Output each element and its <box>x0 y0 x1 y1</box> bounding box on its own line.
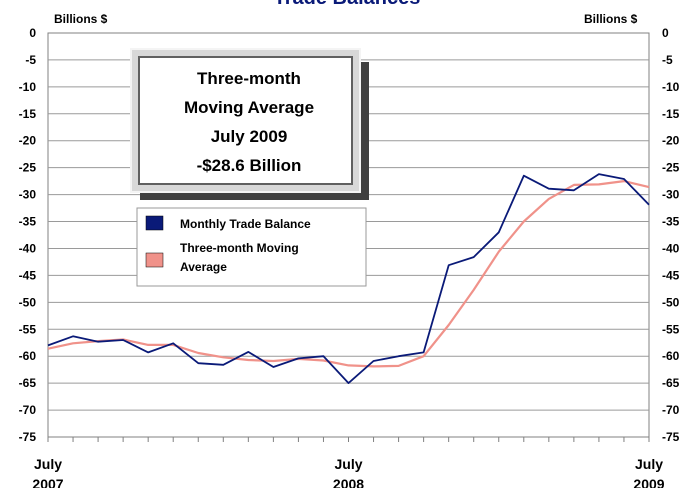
y-tick-label-left: -45 <box>19 268 37 282</box>
y-tick-label-right: -50 <box>662 295 680 309</box>
callout-line-1: Three-month <box>197 69 301 88</box>
series-line-three-month-moving-average <box>47 180 650 368</box>
y-tick-label-left: -40 <box>19 241 37 255</box>
x-axis-labels: July 2007 July 2008 July 2009 <box>32 456 664 488</box>
callout-line-4: -$28.6 Billion <box>197 156 302 175</box>
y-tick-label-left: -20 <box>19 134 37 148</box>
y-tick-label-right: -25 <box>662 161 680 175</box>
y-tick-label-left: -5 <box>25 53 36 67</box>
y-tick-label-right: -30 <box>662 188 680 202</box>
series-line-monthly-trade-balance <box>47 173 650 385</box>
legend: Monthly Trade Balance Three-month Moving… <box>136 207 367 287</box>
y-tick-label-left: -55 <box>19 322 37 336</box>
callout-line-3: July 2009 <box>211 127 288 146</box>
right-axis-unit-label: Billions $ <box>584 12 638 26</box>
y-tick-label-right: 0 <box>662 26 669 40</box>
left-axis-ticks: 0 -5 -10 -15 -20 -25 -30 -35 -40 -45 -50 -55 -60 -65 -… <box>19 26 37 444</box>
legend-swatch-moving-average <box>145 252 164 268</box>
legend-swatch-monthly <box>145 215 164 231</box>
x-tick-label-year: 2007 <box>32 476 63 488</box>
right-axis-ticks: 0 -5 -10 -15 -20 -25 -30 -35 -40 -45 -50 -55 -60 -65 -… <box>662 26 680 444</box>
x-axis-ticks <box>47 437 650 442</box>
y-tick-label-left: -65 <box>19 376 37 390</box>
y-tick-label-right: -40 <box>662 241 680 255</box>
y-tick-label-left: 0 <box>29 26 36 40</box>
y-tick-label-left: -70 <box>19 403 37 417</box>
series-lines <box>47 173 650 385</box>
chart-title: Trade Balances <box>274 0 421 9</box>
y-tick-label-right: -55 <box>662 322 680 336</box>
legend-label-moving-average-line-2: Average <box>180 260 227 274</box>
y-tick-label-right: -75 <box>662 430 680 444</box>
x-tick-label-month: July <box>635 456 663 472</box>
x-tick-label-month: July <box>34 456 62 472</box>
callout-box: Three-month Moving Average July 2009 -$2… <box>130 48 369 200</box>
y-tick-label-left: -75 <box>19 430 37 444</box>
y-tick-label-left: -15 <box>19 107 37 121</box>
y-tick-label-right: -35 <box>662 215 680 229</box>
y-tick-label-right: -65 <box>662 376 680 390</box>
x-tick-label-year: 2008 <box>333 476 364 488</box>
y-tick-label-right: -45 <box>662 268 680 282</box>
y-tick-label-right: -60 <box>662 349 680 363</box>
callout-line-2: Moving Average <box>184 98 314 117</box>
y-tick-label-left: -30 <box>19 188 37 202</box>
y-tick-label-right: -5 <box>662 53 673 67</box>
y-tick-label-right: -10 <box>662 80 680 94</box>
y-tick-label-left: -10 <box>19 80 37 94</box>
x-tick-label-month: July <box>334 456 362 472</box>
y-tick-label-right: -70 <box>662 403 680 417</box>
y-tick-label-left: -60 <box>19 349 37 363</box>
x-tick-label-year: 2009 <box>633 476 664 488</box>
y-tick-label-left: -50 <box>19 295 37 309</box>
y-tick-label-left: -25 <box>19 161 37 175</box>
left-axis-unit-label: Billions $ <box>54 12 108 26</box>
legend-frame <box>136 207 367 287</box>
y-tick-label-left: -35 <box>19 215 37 229</box>
y-tick-label-right: -15 <box>662 107 680 121</box>
y-tick-label-right: -20 <box>662 134 680 148</box>
legend-label-moving-average-line-1: Three-month Moving <box>180 241 299 255</box>
legend-label-monthly: Monthly Trade Balance <box>180 217 311 231</box>
